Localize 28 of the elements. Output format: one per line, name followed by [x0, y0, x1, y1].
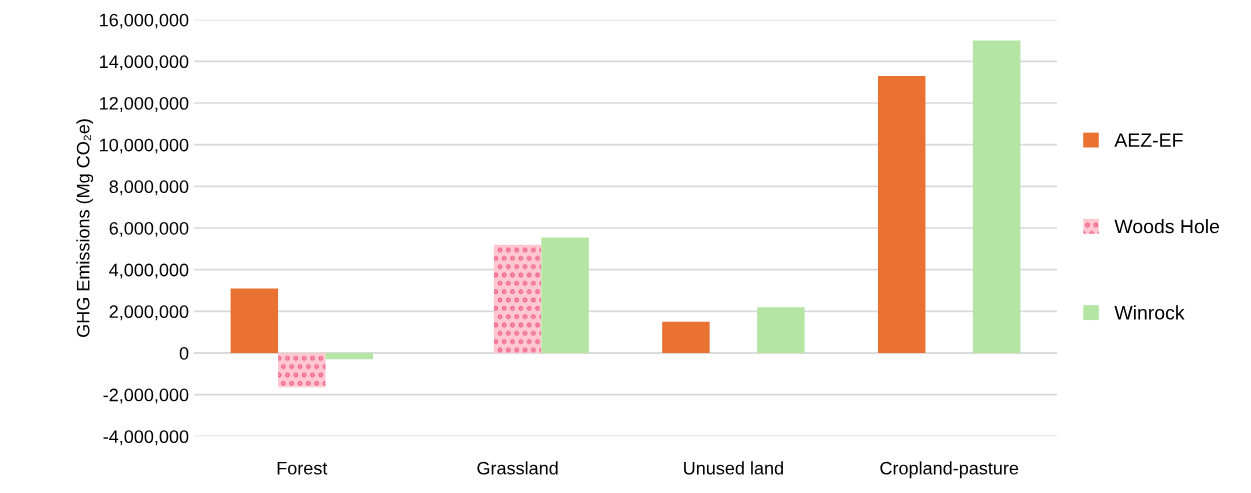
y-tick-label: 4,000,000	[109, 263, 189, 279]
y-tick-label: 2,000,000	[109, 305, 189, 321]
bar	[877, 75, 926, 353]
bar	[757, 307, 805, 353]
legend-label: AEZ-EF	[1114, 133, 1183, 147]
y-tick-label: -2,000,000	[103, 388, 189, 404]
bar	[278, 352, 326, 388]
y-tick-label: 8,000,000	[109, 180, 189, 196]
x-tick-label: Grassland	[477, 461, 558, 475]
y-tick-label: 16,000,000	[100, 13, 189, 29]
bar	[493, 244, 542, 353]
legend-label: Winrock	[1114, 305, 1185, 320]
x-tick-label: Forest	[277, 461, 328, 475]
bar	[325, 352, 374, 360]
x-tick-label: Unused land	[684, 461, 783, 475]
bar	[662, 321, 710, 353]
bar	[230, 288, 279, 353]
y-tick-label: 14,000,000	[100, 55, 189, 71]
y-tick-label: 0	[179, 346, 189, 360]
bar	[972, 40, 1021, 353]
x-tick-label: Cropland-pasture	[880, 461, 1019, 479]
y-tick-label: 10,000,000	[100, 138, 189, 154]
y-tick-label: 12,000,000	[100, 96, 189, 112]
y-tick-label: -4,000,000	[103, 430, 189, 446]
legend-label: Woods Hole	[1114, 219, 1220, 234]
bar	[541, 237, 589, 353]
y-tick-label: 6,000,000	[109, 221, 189, 237]
y-axis-title: GHG Emissions (Mg CO₂e)	[76, 119, 94, 337]
